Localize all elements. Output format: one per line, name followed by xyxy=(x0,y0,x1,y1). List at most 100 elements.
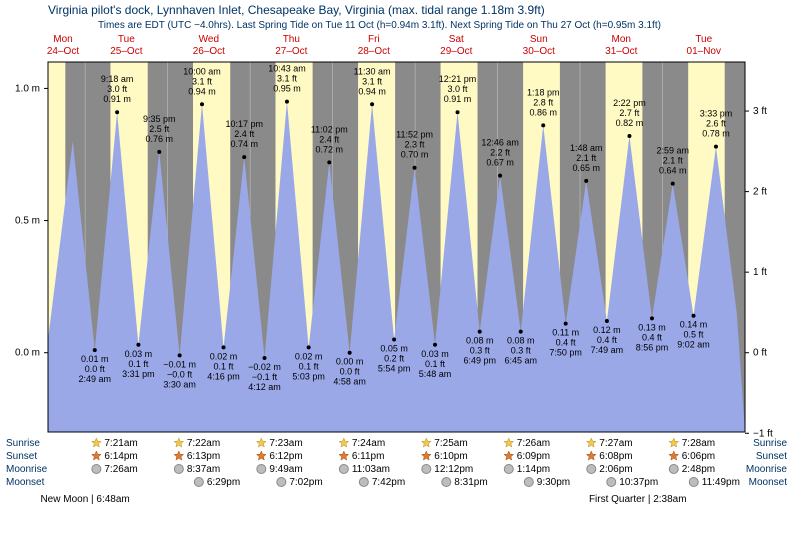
tide-label: 9:02 am xyxy=(677,340,710,350)
tide-point xyxy=(242,155,246,159)
moonrise-time: 1:14pm xyxy=(517,464,550,475)
day-date: 24–Oct xyxy=(47,46,79,57)
tide-label: 0.72 m xyxy=(316,144,344,154)
tide-label: 0.65 m xyxy=(572,163,600,173)
tide-label: −0.02 m xyxy=(248,362,281,372)
tide-point xyxy=(413,166,417,170)
tide-label: 3.1 ft xyxy=(277,74,298,84)
tide-point xyxy=(564,322,568,326)
tide-label: 2.7 ft xyxy=(619,108,640,118)
sunset-time: 6:10pm xyxy=(434,451,467,462)
tide-label: 2:22 pm xyxy=(613,98,646,108)
tide-point xyxy=(136,343,140,347)
moonset-time: 7:02pm xyxy=(289,477,322,488)
tide-label: 0.03 m xyxy=(125,349,153,359)
day-label: Mon xyxy=(612,34,631,45)
y-tick-right: 0 ft xyxy=(753,348,767,359)
day-label: Thu xyxy=(283,34,300,45)
tide-label: 0.74 m xyxy=(230,139,258,149)
moon-phase: New Moon | 6:48am xyxy=(40,494,129,505)
tide-label: 0.76 m xyxy=(146,134,174,144)
tide-label: 4:12 am xyxy=(248,382,281,392)
tide-point xyxy=(671,182,675,186)
tide-label: 4:16 pm xyxy=(207,371,240,381)
moon-phase: First Quarter | 2:38am xyxy=(589,494,687,505)
day-label: Wed xyxy=(199,34,219,45)
tide-label: 0.08 m xyxy=(507,336,535,346)
moonrise-time: 2:48pm xyxy=(682,464,715,475)
moonrise-time: 9:49am xyxy=(269,464,302,475)
tide-label: 0.86 m xyxy=(529,107,557,117)
tide-label: 8:56 pm xyxy=(636,342,669,352)
tide-label: 0.94 m xyxy=(188,86,216,96)
tide-label: 0.0 ft xyxy=(85,364,106,374)
tide-label: 3:33 pm xyxy=(700,109,733,119)
row-label-right: Moonset xyxy=(749,477,788,488)
tide-label: 0.08 m xyxy=(466,336,494,346)
sunset-time: 6:14pm xyxy=(104,451,137,462)
tide-label: 0.3 ft xyxy=(511,346,532,356)
tide-label: 2.3 ft xyxy=(405,140,426,150)
tide-label: 0.64 m xyxy=(659,166,687,176)
moonrise-icon xyxy=(504,465,513,474)
tide-point xyxy=(370,102,374,106)
row-label-left: Sunrise xyxy=(6,438,40,449)
tide-label: 6:45 am xyxy=(504,356,537,366)
tide-label: 2.6 ft xyxy=(706,119,727,129)
tide-label: 0.1 ft xyxy=(299,361,320,371)
tide-point xyxy=(93,348,97,352)
tide-label: 0.12 m xyxy=(593,325,621,335)
moonset-icon xyxy=(359,478,368,487)
tide-label: 0.11 m xyxy=(552,328,579,338)
moonset-icon xyxy=(524,478,533,487)
tide-label: 0.78 m xyxy=(702,129,730,139)
y-tick-right: 3 ft xyxy=(753,106,767,117)
day-date: 29–Oct xyxy=(440,46,472,57)
moonrise-icon xyxy=(174,465,183,474)
tide-label: 2.4 ft xyxy=(319,134,340,144)
moonset-icon xyxy=(689,478,698,487)
tide-label: 0.3 ft xyxy=(470,346,491,356)
tide-label: 10:43 am xyxy=(268,64,306,74)
moonrise-time: 12:12pm xyxy=(434,464,473,475)
tide-point xyxy=(222,345,226,349)
chart-subtitle: Times are EDT (UTC −4.0hrs). Last Spring… xyxy=(98,20,661,31)
tide-label: 0.02 m xyxy=(295,351,323,361)
tide-label: 2.5 ft xyxy=(149,124,170,134)
tide-point xyxy=(498,174,502,178)
tide-point xyxy=(714,145,718,149)
tide-point xyxy=(157,150,161,154)
day-date: 30–Oct xyxy=(523,46,555,57)
tide-point xyxy=(650,316,654,320)
tide-label: 7:49 am xyxy=(591,345,624,355)
tide-label: 6:49 pm xyxy=(463,356,496,366)
tide-label: 0.1 ft xyxy=(128,359,149,369)
tide-label: 3.0 ft xyxy=(448,84,469,94)
moonset-time: 10:37pm xyxy=(619,477,658,488)
tide-label: 0.5 ft xyxy=(684,330,705,340)
tide-label: 2:59 am xyxy=(656,146,689,156)
moonset-time: 7:42pm xyxy=(372,477,405,488)
tide-label: 0.91 m xyxy=(444,94,472,104)
moonset-icon xyxy=(277,478,286,487)
moonset-icon xyxy=(442,478,451,487)
tide-label: 0.1 ft xyxy=(425,359,446,369)
tide-label: 5:03 pm xyxy=(292,371,325,381)
row-label-left: Moonrise xyxy=(6,464,48,475)
y-tick-right: 1 ft xyxy=(753,267,767,278)
tide-label: 0.0 ft xyxy=(340,367,361,377)
tide-label: 3.1 ft xyxy=(192,76,213,86)
moonrise-icon xyxy=(422,465,431,474)
day-label: Fri xyxy=(368,34,380,45)
tide-label: 9:35 pm xyxy=(143,114,176,124)
tide-label: 0.05 m xyxy=(380,344,408,354)
tide-point xyxy=(200,102,204,106)
day-label: Sat xyxy=(449,34,464,45)
tide-label: 11:52 pm xyxy=(396,130,433,140)
y-tick-left: 0.0 m xyxy=(15,348,40,359)
y-tick-left: 1.0 m xyxy=(15,83,40,94)
tide-point xyxy=(627,134,631,138)
tide-point xyxy=(392,338,396,342)
sunrise-time: 7:27am xyxy=(599,438,632,449)
tide-label: 12:21 pm xyxy=(439,74,477,84)
